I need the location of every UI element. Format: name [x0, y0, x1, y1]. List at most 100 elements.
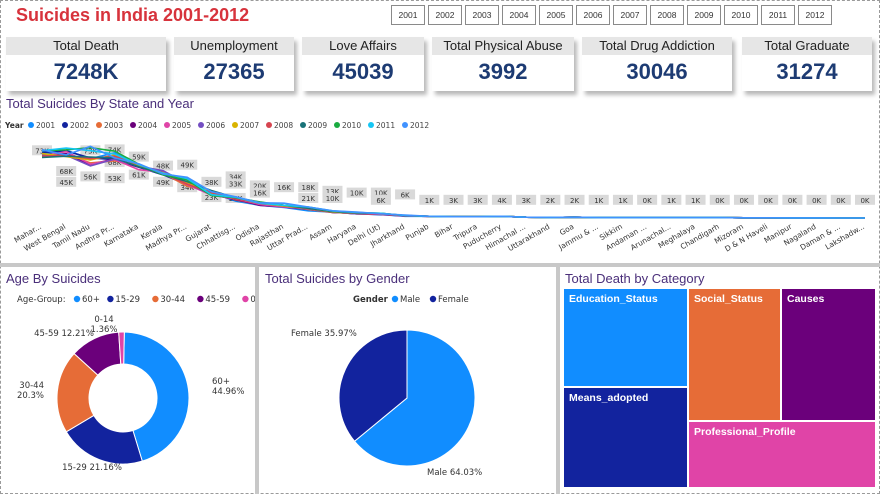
data-label: 0K — [758, 194, 779, 205]
category-chart-title: Total Death by Category — [565, 271, 705, 286]
kpi-drug-addiction: Total Drug Addiction 30046 — [582, 37, 732, 91]
data-label-text: 56K — [84, 173, 98, 181]
data-label-text: 0K — [812, 197, 821, 205]
kpi-unemployment: Unemployment 27365 — [174, 37, 294, 91]
kpi-label: Total Graduate — [742, 37, 872, 55]
legend-marker-2008 — [266, 122, 272, 128]
data-label-bg — [443, 194, 464, 205]
data-label-bg — [153, 160, 174, 171]
data-label: 20K — [249, 180, 270, 191]
legend-label-2008: 2008 — [274, 121, 293, 130]
data-label: 1K — [685, 194, 706, 205]
data-label-bg — [588, 194, 609, 205]
kpi-physical-abuse: Total Physical Abuse 3992 — [432, 37, 574, 91]
data-label-bg — [225, 178, 246, 189]
data-label-text: 61K — [132, 172, 146, 180]
data-label: 61K — [128, 169, 149, 180]
year-filter-2006[interactable]: 2006 — [576, 5, 610, 25]
section-divider — [0, 263, 880, 267]
data-label-bg — [249, 187, 270, 198]
data-label: 4K — [491, 194, 512, 205]
legend-label-2003: 2003 — [104, 121, 123, 130]
category-treemap: Education_Status Means_adopted Social_Stat… — [563, 288, 876, 488]
legend-label-2011: 2011 — [376, 121, 395, 130]
data-label: 23K — [201, 192, 222, 203]
data-label: 1K — [661, 194, 682, 205]
data-label-bg — [370, 187, 391, 198]
data-label: 13K — [322, 185, 343, 196]
data-label-text: 33K — [229, 181, 243, 189]
data-label: 2K — [540, 194, 561, 205]
data-label: 34K — [225, 171, 246, 182]
slice-label-15-29: 15-29 21.16% — [62, 463, 122, 473]
data-label-text: 3K — [522, 197, 531, 205]
data-label: 53K — [104, 173, 125, 184]
data-label: 68K — [104, 157, 125, 167]
data-label-bg — [201, 192, 222, 203]
year-filter-2008[interactable]: 2008 — [650, 5, 684, 25]
data-label: 3K — [467, 194, 488, 205]
data-label-text: 1K — [594, 197, 603, 205]
data-label-bg — [56, 166, 77, 176]
legend-marker-45-59 — [197, 295, 204, 303]
data-label-bg — [80, 171, 101, 182]
slice-label-60+: 60+ 44.96% — [212, 377, 244, 397]
year-filter-2001[interactable]: 2001 — [391, 5, 425, 25]
data-label-bg — [322, 193, 343, 203]
data-label: 3K — [516, 194, 537, 205]
data-label: 34K — [177, 182, 198, 193]
data-label-bg — [564, 194, 585, 205]
year-filter-2005[interactable]: 2005 — [539, 5, 573, 25]
legend-label-2002: 2002 — [70, 121, 89, 130]
data-label-text: 16K — [277, 184, 291, 192]
legend-label-2006: 2006 — [206, 121, 225, 130]
data-label-text: 53K — [108, 175, 122, 183]
year-filter-2010[interactable]: 2010 — [724, 5, 758, 25]
kpi-label: Love Affairs — [302, 37, 424, 55]
kpi-value: 31274 — [776, 59, 838, 84]
data-label-bg — [758, 194, 779, 205]
data-label: 38K — [201, 176, 222, 187]
data-label-text: 10K — [326, 195, 340, 203]
kpi-value: 30046 — [626, 59, 688, 84]
legend-marker-2003 — [96, 122, 102, 128]
data-label-bg — [709, 194, 730, 205]
legend-marker-2006 — [198, 122, 204, 128]
data-label-text: 34K — [180, 184, 194, 192]
year-filter-2009[interactable]: 2009 — [687, 5, 721, 25]
year-filter-2004[interactable]: 2004 — [502, 5, 536, 25]
year-filter-2007[interactable]: 2007 — [613, 5, 647, 25]
year-filter-2012[interactable]: 2012 — [798, 5, 832, 25]
data-label-text: 0K — [860, 197, 869, 205]
data-label-text: 10K — [350, 190, 364, 198]
kpi-love-affairs: Love Affairs 45039 — [302, 37, 424, 91]
data-label-text: 1K — [691, 197, 700, 205]
slice-label-line: 0-14 — [94, 315, 113, 325]
data-label-bg — [661, 194, 682, 205]
line-legend: Year 2001 2002 2003 2004 2005 2006 2007 2008 2009… — [4, 121, 429, 130]
series-line-2012 — [41, 145, 865, 219]
data-label-bg — [806, 194, 827, 205]
year-filter-2011[interactable]: 2011 — [761, 5, 795, 25]
year-filter-2002[interactable]: 2002 — [428, 5, 462, 25]
treemap-cell-education-status: Education_Status — [563, 288, 688, 387]
legend-label-Female: Female — [438, 295, 469, 305]
legend-marker-2012 — [402, 122, 408, 128]
data-label-bg — [56, 176, 77, 187]
kpi-value: 45039 — [332, 59, 394, 84]
data-label: 10K — [346, 187, 367, 198]
data-label-bg — [370, 194, 391, 205]
data-label-bg — [177, 159, 198, 170]
data-label: 68K — [56, 166, 77, 176]
legend-label-45-59: 45-59 — [205, 295, 230, 305]
data-label-bg — [322, 185, 343, 196]
data-label-bg — [298, 182, 319, 193]
data-label: 1K — [588, 194, 609, 205]
data-label-text: 18K — [302, 184, 316, 192]
data-label-text: 0K — [643, 197, 652, 205]
year-filter-2003[interactable]: 2003 — [465, 5, 499, 25]
x-tick-label: Punjab — [404, 222, 431, 243]
kpi-value: 3992 — [478, 59, 528, 84]
legend-label-30-44: 30-44 — [160, 295, 185, 305]
data-label-bg — [201, 176, 222, 187]
